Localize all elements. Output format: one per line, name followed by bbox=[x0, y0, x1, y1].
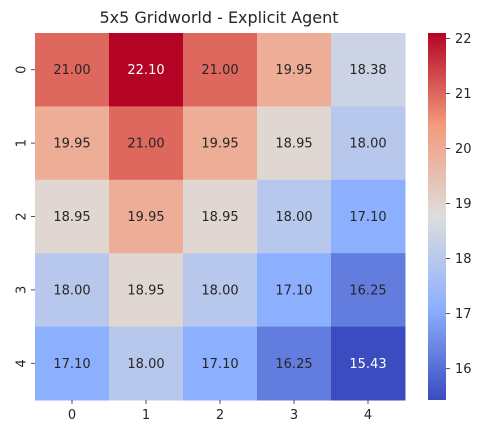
cell-label-1-3: 18.95 bbox=[275, 137, 312, 152]
heatmap-cell-1-3 bbox=[257, 106, 332, 181]
colorbar-tick-label-4: 20 bbox=[455, 142, 472, 157]
colorbar-tick-label-0: 16 bbox=[455, 362, 472, 377]
cell-label-3-0: 18.00 bbox=[53, 283, 90, 298]
heatmap-cell-3-2 bbox=[183, 253, 258, 328]
cell-label-4-4: 15.43 bbox=[349, 357, 386, 372]
colorbar-tick-label-6: 22 bbox=[455, 32, 472, 47]
chart-title: 5x5 Gridworld - Explicit Agent bbox=[99, 8, 338, 27]
cell-label-2-0: 18.95 bbox=[53, 210, 90, 225]
heatmap-cell-0-3 bbox=[257, 33, 332, 107]
heatmap-cell-1-1 bbox=[109, 106, 184, 181]
heatmap-cell-3-3 bbox=[257, 253, 332, 328]
colorbar-ticks: 16 17 18 19 20 21 22 bbox=[446, 32, 472, 377]
colorbar-tick-label-2: 18 bbox=[455, 252, 472, 267]
heatmap-cell-1-2 bbox=[183, 106, 258, 181]
y-axis-ticks: 0 1 2 3 4 bbox=[15, 66, 35, 367]
y-tick-label-2: 2 bbox=[15, 212, 30, 220]
colorbar bbox=[428, 33, 446, 400]
heatmap-cells: 21.00 22.10 21.00 19.95 18.38 19.95 21.00 19.95… bbox=[35, 33, 406, 401]
heatmap-cell-2-3 bbox=[257, 179, 332, 254]
cell-label-4-2: 17.10 bbox=[201, 357, 238, 372]
heatmap-cell-4-0 bbox=[35, 326, 110, 401]
cell-label-2-2: 18.95 bbox=[201, 210, 238, 225]
cell-label-1-0: 19.95 bbox=[53, 137, 90, 152]
x-tick-label-2: 2 bbox=[216, 408, 224, 423]
heatmap-cell-1-0 bbox=[35, 106, 110, 181]
heatmap-cell-3-4 bbox=[331, 253, 406, 328]
heatmap-cell-0-4 bbox=[331, 33, 406, 107]
x-tick-label-1: 1 bbox=[142, 408, 150, 423]
cell-label-0-4: 18.38 bbox=[349, 63, 386, 78]
cell-label-0-1: 22.10 bbox=[127, 63, 164, 78]
heatmap-cell-3-1 bbox=[109, 253, 184, 328]
heatmap-cell-2-0 bbox=[35, 179, 110, 254]
heatmap-cell-4-3 bbox=[257, 326, 332, 401]
heatmap-cell-4-4 bbox=[331, 326, 406, 401]
heatmap-cell-1-4 bbox=[331, 106, 406, 181]
cell-label-3-4: 16.25 bbox=[349, 283, 386, 298]
heatmap-cell-0-1 bbox=[109, 33, 184, 107]
x-tick-label-0: 0 bbox=[68, 408, 76, 423]
x-tick-label-3: 3 bbox=[290, 408, 298, 423]
cell-label-4-3: 16.25 bbox=[275, 357, 312, 372]
heatmap-cell-2-2 bbox=[183, 179, 258, 254]
y-tick-label-0: 0 bbox=[15, 66, 30, 74]
cell-label-3-3: 17.10 bbox=[275, 283, 312, 298]
cell-label-3-2: 18.00 bbox=[201, 283, 238, 298]
cell-label-1-1: 21.00 bbox=[127, 137, 164, 152]
colorbar-tick-label-1: 17 bbox=[455, 307, 472, 322]
heatmap-cell-3-0 bbox=[35, 253, 110, 328]
colorbar-tick-label-5: 21 bbox=[455, 87, 472, 102]
heatmap-cell-4-2 bbox=[183, 326, 258, 401]
heatmap-cell-2-4 bbox=[331, 179, 406, 254]
cell-label-2-3: 18.00 bbox=[275, 210, 312, 225]
cell-label-4-1: 18.00 bbox=[127, 357, 164, 372]
y-tick-label-3: 3 bbox=[15, 286, 30, 294]
x-tick-label-4: 4 bbox=[364, 408, 372, 423]
heatmap-cell-0-2 bbox=[183, 33, 258, 107]
cell-label-3-1: 18.95 bbox=[127, 283, 164, 298]
cell-label-2-4: 17.10 bbox=[349, 210, 386, 225]
cell-label-0-3: 19.95 bbox=[275, 63, 312, 78]
cell-label-4-0: 17.10 bbox=[53, 357, 90, 372]
cell-label-2-1: 19.95 bbox=[127, 210, 164, 225]
y-tick-label-1: 1 bbox=[15, 139, 30, 147]
heatmap-cell-0-0 bbox=[35, 33, 110, 107]
cell-label-0-2: 21.00 bbox=[201, 63, 238, 78]
heatmap-cell-2-1 bbox=[109, 179, 184, 254]
colorbar-tick-label-3: 19 bbox=[455, 197, 472, 212]
cell-label-0-0: 21.00 bbox=[53, 63, 90, 78]
x-axis-ticks: 0 1 2 3 4 bbox=[68, 400, 372, 423]
heatmap-cell-4-1 bbox=[109, 326, 184, 401]
cell-label-1-4: 18.00 bbox=[349, 137, 386, 152]
cell-label-1-2: 19.95 bbox=[201, 137, 238, 152]
y-tick-label-4: 4 bbox=[15, 359, 30, 367]
